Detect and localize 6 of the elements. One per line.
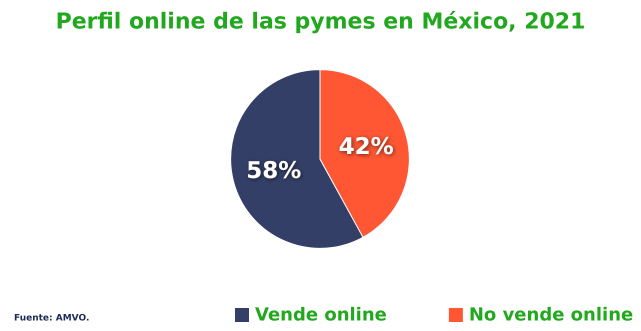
legend-label: No vende online (468, 304, 634, 326)
legend-label: Vende online (255, 304, 387, 326)
data-label: 42% (338, 134, 394, 160)
data-label: 58% (246, 158, 302, 184)
chart-title: Perfil online de las pymes en México, 2021 (56, 10, 586, 34)
source-note: Fuente: AMVO. (14, 314, 90, 324)
